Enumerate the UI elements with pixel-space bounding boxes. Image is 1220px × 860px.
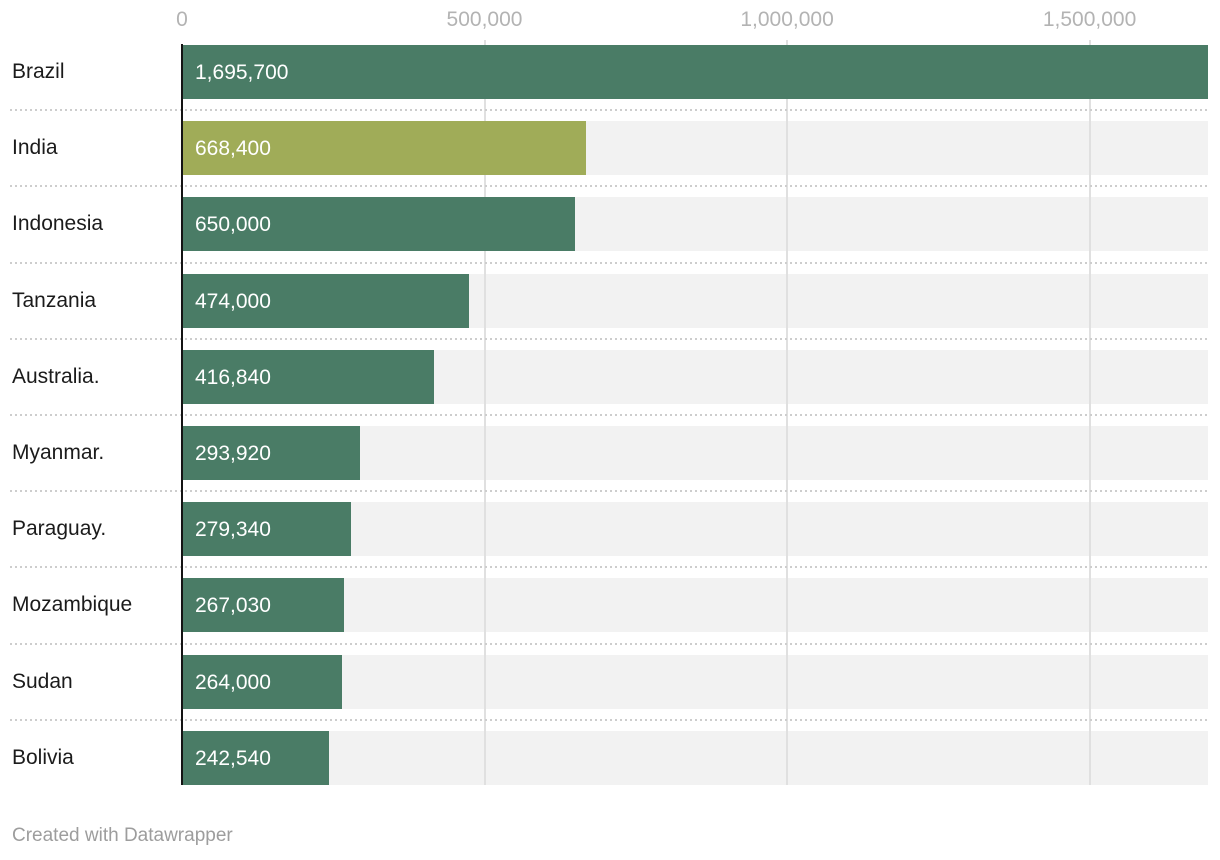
- bar-value-label: 242,540: [195, 747, 271, 770]
- bar-value-label: 650,000: [195, 213, 271, 236]
- gridline: [483, 40, 486, 785]
- bar-track: [182, 578, 1208, 632]
- bar-value-label: 279,340: [195, 518, 271, 541]
- row-separator: [10, 566, 1208, 568]
- row-separator: [10, 185, 1208, 187]
- row-label: India: [12, 136, 58, 159]
- bar: 668,400: [182, 121, 586, 175]
- bar-value-label: 474,000: [195, 290, 271, 313]
- bar-value-label: 293,920: [195, 442, 271, 465]
- bar: 267,030: [182, 578, 344, 632]
- row-label: Myanmar.: [12, 441, 105, 464]
- x-axis: 0 500,000 1,000,000 1,500,000: [0, 0, 1220, 40]
- x-axis-tick-label: 500,000: [446, 8, 523, 31]
- row-label: Australia.: [12, 365, 100, 388]
- row-label: Tanzania: [12, 289, 97, 312]
- row-label: Sudan: [12, 670, 73, 693]
- row-label: Paraguay.: [12, 517, 107, 540]
- bar-track: [182, 731, 1208, 785]
- bar-value-label: 267,030: [195, 594, 271, 617]
- gridline: [786, 40, 789, 785]
- row-separator: [10, 262, 1208, 264]
- bar-value-label: 1,695,700: [195, 61, 289, 84]
- x-axis-tick-label: 1,000,000: [740, 8, 834, 31]
- bar: 416,840: [182, 350, 434, 404]
- bar: 264,000: [182, 655, 342, 709]
- x-axis-tick-label: 1,500,000: [1042, 8, 1137, 31]
- row-separator: [10, 109, 1208, 111]
- gridline: [1088, 40, 1091, 785]
- bar: 293,920: [182, 426, 360, 480]
- y-axis-line: [181, 44, 183, 785]
- datawrapper-attribution-link[interactable]: Created with Datawrapper: [12, 825, 233, 846]
- row-separator: [10, 490, 1208, 492]
- row-separator: [10, 414, 1208, 416]
- row-label: Mozambique: [12, 593, 133, 616]
- bar: 650,000: [182, 197, 575, 251]
- bar: 474,000: [182, 274, 469, 328]
- row-separator: [10, 719, 1208, 721]
- x-axis-tick-label: 0: [176, 8, 188, 31]
- bar: 242,540: [182, 731, 329, 785]
- bar-track: [182, 655, 1208, 709]
- bar-track: [182, 502, 1208, 556]
- row-separator: [10, 643, 1208, 645]
- bar-value-label: 668,400: [195, 137, 271, 160]
- bar: 279,340: [182, 502, 351, 556]
- bar: 1,695,700: [182, 45, 1208, 99]
- row-separator: [10, 338, 1208, 340]
- row-label: Brazil: [12, 60, 65, 83]
- row-label: Indonesia: [12, 212, 104, 235]
- bar-value-label: 416,840: [195, 366, 271, 389]
- row-label: Bolivia: [12, 746, 74, 769]
- bar-value-label: 264,000: [195, 671, 271, 694]
